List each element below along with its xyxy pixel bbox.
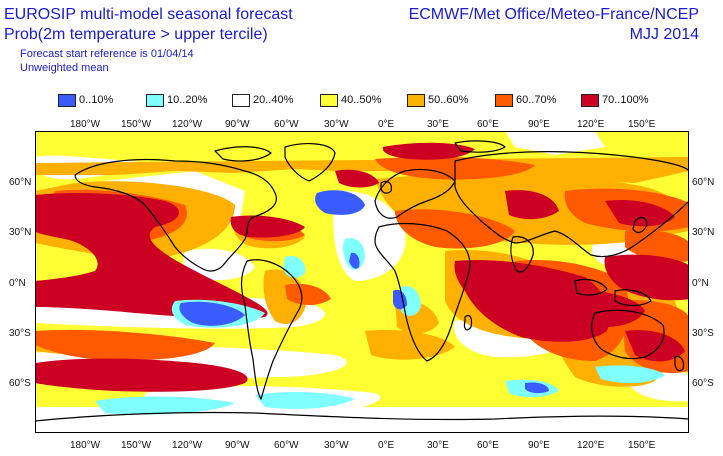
lat-label-left: 30°S	[9, 328, 31, 339]
legend-item: 40..50%	[320, 92, 381, 108]
lon-label-bottom: 60°W	[274, 440, 299, 451]
lat-label-left: 60°S	[9, 378, 31, 389]
legend-swatch	[581, 93, 599, 107]
lon-label-bottom: 0°E	[378, 440, 395, 451]
lon-label-top: 30°W	[324, 119, 349, 130]
lat-label-right: 60°N	[692, 177, 715, 188]
legend-label: 20..40%	[253, 94, 294, 106]
lon-label-top: 180°W	[70, 119, 101, 130]
lon-label-bottom: 150°E	[628, 440, 656, 451]
lon-label-top: 60°W	[274, 119, 299, 130]
legend-item: 60..70%	[495, 92, 556, 108]
legend-swatch	[495, 93, 513, 107]
centres-text: ECMWF/Met Office/Meteo-France/NCEP	[408, 6, 699, 23]
lon-label-bottom: 120°E	[577, 440, 605, 451]
coastlines	[35, 140, 689, 422]
legend-label: 70..100%	[602, 94, 649, 106]
lon-label-top: 150°W	[121, 119, 152, 130]
season-text: MJJ 2014	[629, 26, 699, 43]
legend-item: 0..10%	[58, 92, 113, 108]
legend: 0..10% 10..20% 20..40% 40..50% 50..60% 6…	[0, 92, 723, 108]
lon-label-top: 90°W	[225, 119, 250, 130]
lat-label-left: 60°N	[9, 177, 32, 188]
lon-label-top: 30°E	[427, 119, 449, 130]
field-darkred-regions	[35, 142, 689, 392]
legend-label: 50..60%	[428, 94, 469, 106]
lon-label-top: 120°E	[577, 119, 605, 130]
legend-swatch	[320, 93, 338, 107]
lon-label-top: 150°E	[628, 119, 656, 130]
lon-label-bottom: 60°E	[477, 440, 499, 451]
probability-map	[35, 131, 689, 433]
legend-item: 70..100%	[581, 92, 648, 108]
lon-label-bottom: 180°W	[70, 440, 101, 451]
lon-label-bottom: 120°W	[172, 440, 203, 451]
legend-label: 40..50%	[341, 94, 382, 106]
lat-label-right: 30°S	[692, 328, 714, 339]
legend-item: 10..20%	[146, 92, 207, 108]
legend-label: 0..10%	[79, 94, 114, 106]
map-frame	[35, 131, 689, 433]
lat-label-right: 60°S	[692, 378, 714, 389]
map-title: EUROSIP multi-model seasonal forecast	[4, 6, 293, 23]
lon-label-bottom: 90°E	[528, 440, 550, 451]
legend-swatch	[58, 93, 76, 107]
legend-swatch	[146, 93, 164, 107]
lat-label-left: 30°N	[9, 227, 32, 238]
forecast-start-text: Forecast start reference is 01/04/14	[20, 48, 194, 60]
lon-label-top: 120°W	[172, 119, 203, 130]
lon-label-bottom: 30°E	[427, 440, 449, 451]
legend-item: 20..40%	[232, 92, 293, 108]
map-subtitle: Prob(2m temperature > upper tercile)	[4, 26, 268, 43]
lon-label-bottom: 30°W	[324, 440, 349, 451]
lon-label-top: 60°E	[477, 119, 499, 130]
legend-item: 50..60%	[407, 92, 468, 108]
legend-label: 60..70%	[516, 94, 557, 106]
lat-label-right: 30°N	[692, 227, 715, 238]
legend-swatch	[232, 93, 250, 107]
legend-label: 10..20%	[167, 94, 208, 106]
lat-label-left: 0°N	[9, 278, 26, 289]
lon-label-top: 90°E	[528, 119, 550, 130]
lon-label-top: 0°E	[378, 119, 395, 130]
lat-label-right: 0°N	[692, 278, 709, 289]
lon-label-bottom: 150°W	[121, 440, 152, 451]
weighting-text: Unweighted mean	[20, 62, 109, 74]
lon-label-bottom: 90°W	[225, 440, 250, 451]
legend-swatch	[407, 93, 425, 107]
